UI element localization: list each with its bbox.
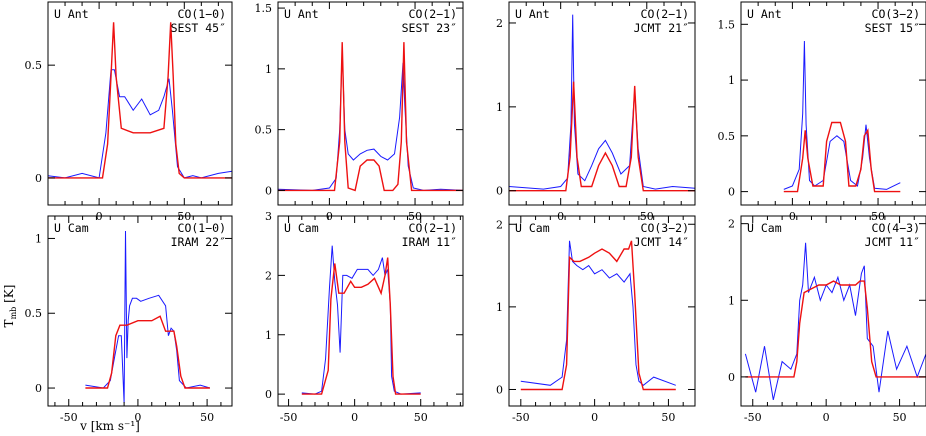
x-tick-label: 50 (200, 411, 214, 424)
transition-label: CO(3−2) (872, 7, 920, 21)
y-tick-label: 2 (496, 17, 503, 30)
transition-label: CO(2−1) (409, 221, 457, 235)
model-line-panel-7 (520, 240, 676, 391)
observed-spectrum-panel-5 (85, 230, 211, 404)
x-tick-label: -50 (512, 411, 530, 424)
star-name: U Ant (54, 7, 89, 21)
x-tick-label: -50 (60, 411, 78, 424)
y-tick-label: 2 (728, 218, 735, 231)
y-tick-label: 1.5 (718, 18, 736, 31)
y-tick-label: 0 (35, 172, 42, 185)
y-tick-label: 0 (496, 383, 503, 396)
telescope-beam-label: JCMT 11″ (865, 235, 920, 249)
transition-label: CO(1−0) (178, 7, 226, 21)
model-line-panel-2 (278, 42, 463, 192)
model-line-panel-1 (48, 22, 232, 179)
telescope-beam-label: SEST 23″ (402, 21, 457, 35)
x-tick-label: 0 (351, 411, 358, 424)
observed-spectrum-panel-8 (744, 242, 926, 401)
panel-frame (47, 215, 233, 407)
y-tick-label: 1 (35, 232, 42, 245)
y-tick-label: 0.5 (25, 59, 43, 72)
star-name: U Cam (54, 221, 89, 235)
y-tick-label: 2 (496, 218, 503, 231)
y-tick-label: 0 (728, 186, 735, 199)
y-tick-label: 3 (265, 210, 272, 223)
model-line-panel-8 (745, 280, 926, 378)
x-tick-label: 0 (823, 411, 830, 424)
star-name: U Cam (747, 221, 782, 235)
observed-spectrum-panel-2 (277, 50, 464, 191)
panel-frame (47, 1, 233, 206)
transition-label: CO(3−2) (641, 221, 689, 235)
transition-label: CO(1−0) (178, 221, 226, 235)
y-tick-label: 0 (728, 371, 735, 384)
star-name: U Ant (747, 7, 782, 21)
y-tick-label: 0.5 (255, 124, 273, 137)
y-tick-label: 1 (265, 329, 272, 342)
y-tick-label: 1 (728, 74, 735, 87)
y-tick-label: 0.5 (25, 307, 43, 320)
star-name: U Ant (284, 7, 319, 21)
y-tick-label: 0 (496, 185, 503, 198)
observed-spectrum-panel-1 (47, 69, 233, 179)
y-tick-label: 1 (496, 101, 503, 114)
panel-frame (508, 1, 696, 206)
panel-5: -50 0 50 0 0.5 1 U Cam CO(1−0)IRAM 22″ (25, 215, 233, 424)
transition-label: CO(2−1) (641, 7, 689, 21)
model-line-panel-3 (509, 81, 695, 192)
observed-spectrum-panel-7 (520, 240, 676, 386)
panel-6: -50 0 50 0 1 2 3 U Cam CO(2−1)IRAM 11″ (265, 210, 464, 424)
telescope-beam-label: SEST 15″ (865, 21, 920, 35)
panel-frame (508, 215, 696, 407)
x-tick-label: 0 (591, 411, 598, 424)
y-tick-label: 0 (265, 184, 272, 197)
panel-8: -50 0 50 0 1 2 U Cam CO(4−3)JCMT 11″ (728, 215, 926, 424)
x-tick-label: 0 (134, 411, 141, 424)
transition-label: CO(4−3) (872, 221, 920, 235)
x-tick-label: 50 (414, 411, 428, 424)
y-tick-label: 1 (496, 301, 503, 314)
model-line-panel-6 (301, 257, 421, 395)
telescope-beam-label: IRAM 11″ (402, 235, 457, 249)
y-tick-label: 1 (728, 294, 735, 307)
y-axis-label: Tmb [K] (2, 285, 18, 328)
transition-label: CO(2−1) (409, 7, 457, 21)
star-name: U Cam (515, 221, 550, 235)
model-line-panel-4 (783, 121, 901, 193)
model-line-panel-5 (85, 315, 210, 389)
y-tick-label: 2 (265, 269, 272, 282)
x-tick-label: -50 (280, 411, 298, 424)
y-tick-label: 0 (265, 388, 272, 401)
telescope-beam-label: SEST 45″ (171, 21, 226, 35)
y-tick-label: 1.5 (255, 2, 273, 15)
x-tick-label: 50 (661, 411, 675, 424)
y-tick-label: 1 (265, 63, 272, 76)
y-tick-label: 0 (35, 382, 42, 395)
panel-frame (740, 1, 926, 206)
observed-spectrum-panel-4 (783, 40, 901, 190)
telescope-beam-label: IRAM 22″ (171, 235, 226, 249)
x-tick-label: 50 (893, 411, 907, 424)
panel-frame (277, 215, 464, 407)
observed-spectrum-panel-6 (301, 245, 421, 395)
telescope-beam-label: JCMT 21″ (634, 21, 689, 35)
star-name: U Cam (284, 221, 319, 235)
panel-frame (277, 1, 464, 206)
star-name: U Ant (515, 7, 550, 21)
x-axis-label: v [km s⁻¹] (79, 419, 140, 433)
telescope-beam-label: JCMT 14″ (634, 235, 689, 249)
panel-7: -50 0 50 0 1 2 U Cam CO(3−2)JCMT 14″ (496, 215, 696, 424)
y-tick-label: 0.5 (718, 130, 736, 143)
observed-spectrum-panel-3 (508, 14, 696, 190)
panel-frame (740, 215, 926, 407)
x-tick-label: -50 (744, 411, 762, 424)
